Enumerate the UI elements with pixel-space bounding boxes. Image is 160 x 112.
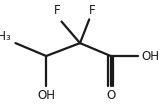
Text: OH: OH [37,89,55,102]
Text: F: F [89,4,96,17]
Text: F: F [54,4,60,17]
Text: CH₃: CH₃ [0,30,11,43]
Text: O: O [106,89,115,102]
Text: OH: OH [141,50,160,62]
